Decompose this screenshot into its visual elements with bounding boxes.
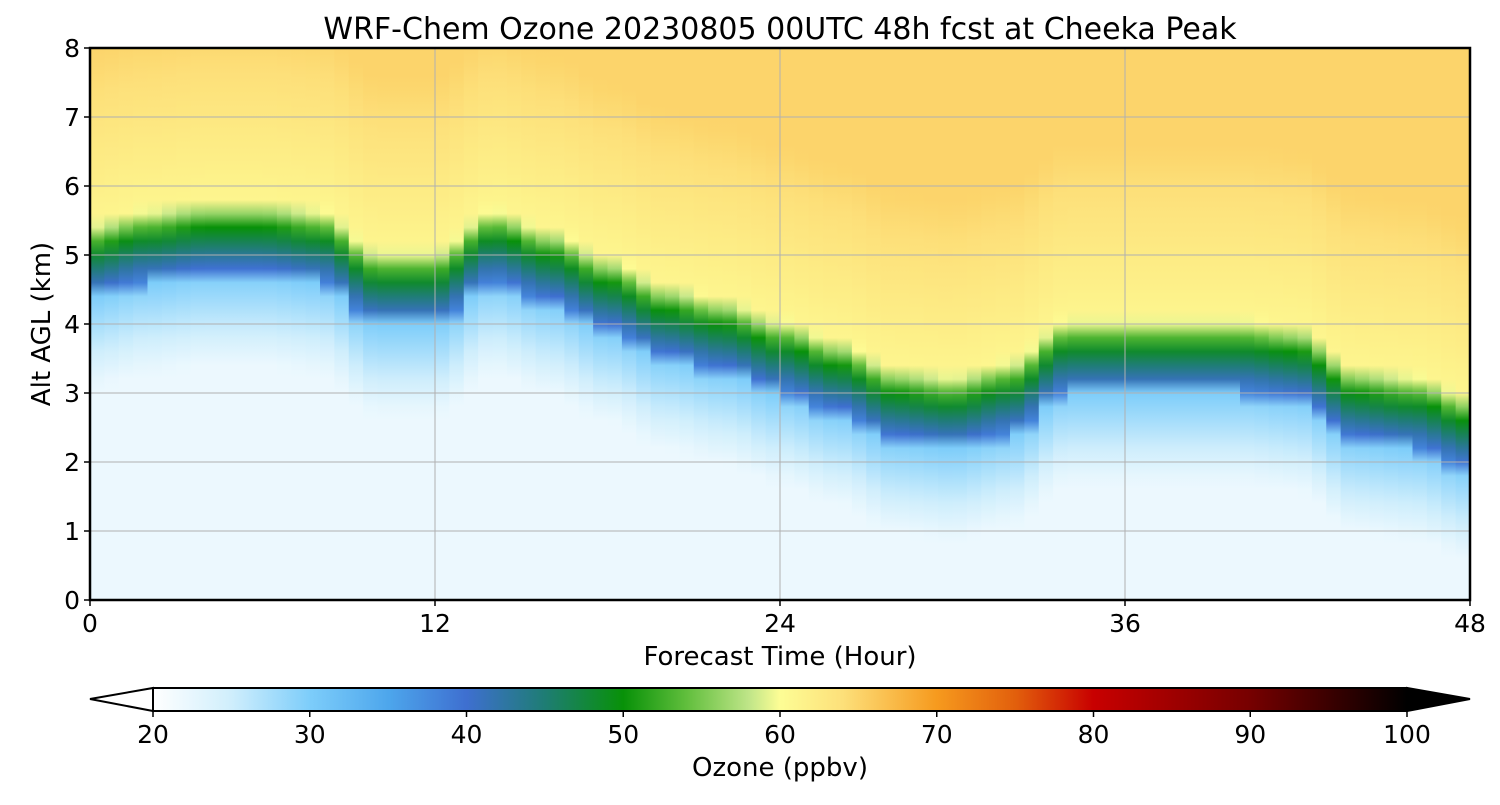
x-tick-label: 24	[764, 609, 796, 638]
colorbar: 20 30 40 50 60 70 80 90 100 Ozone (ppbv)	[89, 686, 1471, 783]
y-axis-label: Alt AGL (km)	[27, 242, 57, 406]
y-tick-label: 5	[64, 241, 80, 270]
colorbar-tick-label: 90	[1234, 720, 1266, 749]
x-axis-ticks: 0 12 24 36 48	[82, 600, 1486, 638]
x-axis-label: Forecast Time (Hour)	[643, 642, 916, 672]
x-tick-label: 48	[1454, 609, 1486, 638]
colorbar-tick-label: 100	[1383, 720, 1431, 749]
x-tick-label: 12	[419, 609, 451, 638]
colorbar-tick-label: 80	[1078, 720, 1110, 749]
colorbar-tick-label: 70	[921, 720, 953, 749]
colorbar-label: Ozone (ppbv)	[692, 753, 868, 783]
y-tick-label: 2	[64, 448, 80, 477]
chart-title: WRF-Chem Ozone 20230805 00UTC 48h fcst a…	[323, 12, 1237, 47]
colorbar-gradient	[152, 687, 1408, 712]
colorbar-tick-label: 40	[451, 720, 483, 749]
y-tick-label: 0	[64, 586, 80, 615]
y-tick-label: 6	[64, 172, 80, 201]
colorbar-extend-high	[1406, 686, 1471, 713]
y-tick-label: 4	[64, 310, 80, 339]
colorbar-tick-label: 30	[294, 720, 326, 749]
colorbar-tick-label: 20	[137, 720, 169, 749]
y-tick-label: 8	[64, 34, 80, 63]
y-tick-label: 3	[64, 379, 80, 408]
colorbar-tick-label: 60	[764, 720, 796, 749]
colorbar-ticks: 20 30 40 50 60 70 80 90 100	[137, 711, 1431, 749]
ozone-field	[90, 48, 1470, 600]
y-axis-ticks: 0 1 2 3 4 5 6 7 8	[64, 34, 90, 615]
y-tick-label: 7	[64, 103, 80, 132]
colorbar-extend-low	[89, 686, 154, 713]
x-tick-label: 0	[82, 609, 98, 638]
x-tick-label: 36	[1109, 609, 1141, 638]
y-tick-label: 1	[64, 517, 80, 546]
colorbar-tick-label: 50	[607, 720, 639, 749]
